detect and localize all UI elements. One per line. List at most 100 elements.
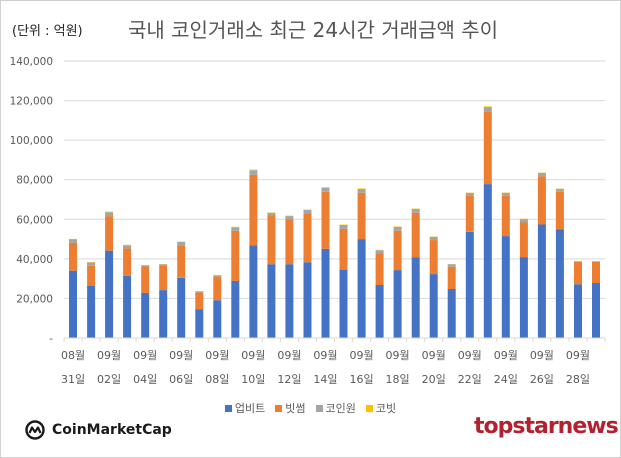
bar-segment: [249, 170, 258, 175]
bar-segment: [357, 188, 366, 189]
bar-segment: [141, 265, 150, 267]
x-tick-label-month: 09월: [349, 349, 373, 362]
bar-segment: [447, 288, 456, 338]
bar-segment: [375, 253, 384, 285]
bar-segment: [141, 292, 150, 338]
bar-segment: [231, 230, 240, 281]
bar-segment: [69, 238, 77, 240]
chart-title: 국내 코인거래소 최근 24시간 거래금액 추이: [128, 18, 499, 42]
bar-segment: [592, 261, 600, 262]
bar-segment: [339, 225, 348, 229]
bar-segment: [321, 187, 330, 188]
bar-segment: [249, 175, 258, 246]
bar-segment: [393, 226, 402, 231]
x-tick-label-month: 09월: [313, 349, 337, 362]
bar-segment: [429, 236, 438, 241]
gridlines: [64, 60, 605, 299]
bar-segment: [519, 222, 528, 258]
bar-segment: [249, 169, 258, 171]
bar-segment: [105, 212, 114, 217]
legend-label: 코인원: [325, 402, 356, 415]
y-tick-label: 60,000: [16, 214, 53, 226]
bar-segment: [177, 245, 186, 278]
x-tick-label-day: 04일: [133, 372, 157, 386]
bar-segment: [483, 106, 492, 108]
x-tick-label-month: 09월: [566, 349, 590, 362]
x-tick-label-day: 31일: [61, 372, 85, 386]
bar-segment: [213, 276, 222, 301]
bar-segment: [537, 173, 546, 177]
bar-segment: [393, 230, 402, 271]
bar-segment: [465, 195, 474, 232]
x-tick-label-day: 14일: [313, 372, 337, 386]
y-tick-label: 80,000: [16, 175, 53, 187]
topstarnews-logo: topstarnews: [474, 414, 619, 439]
legend-swatch: [365, 404, 373, 412]
bar-segment: [519, 219, 528, 223]
bar-segment: [592, 283, 600, 338]
bar-segment: [177, 277, 186, 338]
legend-label: 업비트: [234, 402, 266, 415]
bar-segment: [555, 191, 564, 230]
x-tick-label-month: 09월: [494, 349, 518, 362]
bar-segment: [87, 286, 96, 338]
bar-segment: [375, 250, 384, 254]
bar-segment: [267, 264, 276, 338]
y-tick-label: -: [49, 333, 53, 345]
bar-segment: [195, 292, 204, 310]
bar-segment: [483, 184, 492, 338]
legend-item-upbit: 업비트: [224, 400, 266, 416]
bar-segment: [339, 269, 348, 338]
bar-segment: [574, 261, 582, 262]
x-tick-label-day: 20일: [422, 372, 446, 386]
y-tick-label: 120,000: [10, 96, 53, 108]
bar-segment: [429, 240, 438, 275]
bar-segment: [159, 265, 168, 291]
stacked-bar-chart: - 20,000 40,000 60,000 80,000 100,000 120,000 1…: [10, 56, 606, 386]
bar-segment: [213, 275, 222, 277]
x-tick-label-month: 09월: [458, 349, 482, 362]
bar-segment: [483, 107, 492, 112]
bar-segment: [303, 210, 312, 214]
bar-segment: [231, 280, 240, 338]
bar-segment: [69, 242, 77, 271]
bar-segment: [357, 192, 366, 240]
legend-item-korbit: 코빗: [365, 400, 397, 416]
bar-segment: [267, 212, 276, 216]
coinmarketcap-icon: [25, 420, 45, 440]
bar-segment: [501, 236, 510, 338]
bar-segment: [574, 261, 582, 285]
bar-segment: [339, 228, 348, 270]
bar-segment: [177, 242, 186, 246]
bar-segment: [69, 270, 77, 338]
legend-swatch: [315, 404, 323, 412]
bar-segment: [267, 215, 276, 265]
bar-segment: [159, 264, 168, 266]
bar-segment: [519, 257, 528, 338]
bar-segment: [321, 191, 330, 249]
bar-segment: [537, 176, 546, 225]
bar-segment: [574, 284, 582, 338]
y-axis-ticks: - 20,000 40,000 60,000 80,000 100,000 120,000 1…: [10, 56, 54, 345]
bar-segment: [249, 245, 258, 338]
bar-segment: [465, 231, 474, 338]
bar-segment: [375, 285, 384, 338]
bar-segment: [483, 111, 492, 185]
x-tick-label-month: 09월: [422, 349, 446, 362]
x-tick-label-day: 10일: [241, 372, 265, 386]
bar-segment: [87, 262, 96, 266]
x-tick-label-day: 16일: [349, 372, 373, 386]
bar-segment: [393, 270, 402, 338]
bar-segment: [321, 187, 330, 192]
y-tick-label: 40,000: [16, 254, 53, 266]
bar-segment: [195, 291, 204, 293]
x-tick-label-month: 09월: [169, 349, 193, 362]
legend: 업비트 빗썸 코인원 코빗: [0, 400, 621, 416]
legend-label: 코빗: [375, 402, 397, 415]
bar-segment: [105, 211, 114, 213]
x-tick-label-month: 09월: [205, 349, 229, 362]
bar-segment: [592, 261, 600, 283]
bar-segment: [123, 245, 132, 249]
bar-segment: [501, 195, 510, 237]
bar-segment: [321, 248, 330, 338]
